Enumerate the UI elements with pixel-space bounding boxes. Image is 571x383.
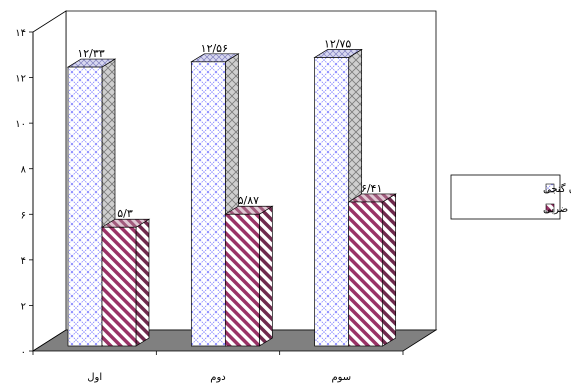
bar-1-1 <box>224 205 274 347</box>
data-label: ۶/۴۱ <box>361 182 382 195</box>
side-wall <box>32 10 67 352</box>
bars: ۱۲/۳۳ ۵/۳ ۱۲/۵۶ ۵/۸۷ ۱۲/۷۵ ۶/۴۱ <box>66 37 397 347</box>
legend-swatch-1 <box>545 203 555 213</box>
data-label: ۵/۳ <box>117 207 133 220</box>
y-tick-label: ۰ <box>21 347 26 358</box>
bar-side <box>135 218 150 347</box>
bar-front <box>190 61 226 347</box>
data-label: ۱۲/۷۵ <box>324 37 351 50</box>
bar-2-1 <box>347 193 397 347</box>
data-label: ۱۲/۳۳ <box>77 47 104 60</box>
data-label: ۱۲/۵۶ <box>201 42 228 55</box>
x-tick-label: سوم <box>331 372 351 383</box>
data-label: ۵/۸۷ <box>238 194 260 207</box>
y-tick-label: ۲ <box>21 301 26 312</box>
x-tick-label: دوم <box>210 372 225 383</box>
x-axis: اول دوم سوم <box>32 351 404 383</box>
y-tick-label: ۶ <box>21 210 26 221</box>
y-axis: ۰ ۲ ۴ ۶ ۸ ۱۰ ۱۲ ۱۴ <box>15 28 34 358</box>
bar-side <box>258 205 273 347</box>
legend: کمّی‌سازی درون گنجی گروه‌های ضربی <box>450 174 571 220</box>
x-tick-label: اول <box>87 372 102 383</box>
legend-item-0: کمّی‌سازی درون گنجی <box>543 183 571 195</box>
legend-swatch-0 <box>545 183 555 193</box>
bar-front <box>314 57 350 347</box>
legend-label-0: کمّی‌سازی درون گنجی <box>543 183 571 195</box>
bar-front <box>348 201 384 347</box>
bar-front <box>101 226 137 347</box>
y-tick-label: ۸ <box>21 165 27 176</box>
legend-box <box>450 174 561 220</box>
y-tick-label: ۴ <box>21 256 26 267</box>
y-tick-label: ۱۰ <box>15 119 26 130</box>
legend-item-1: گروه‌های ضربی <box>543 203 571 215</box>
y-tick-label: ۱۲ <box>15 74 26 85</box>
bar-side <box>382 193 397 347</box>
bar-0-1 <box>100 218 151 347</box>
legend-label-1: گروه‌های ضربی <box>543 203 571 215</box>
y-tick-label: ۱۴ <box>15 28 26 39</box>
bar-front <box>67 66 103 347</box>
bar-front <box>224 213 260 347</box>
